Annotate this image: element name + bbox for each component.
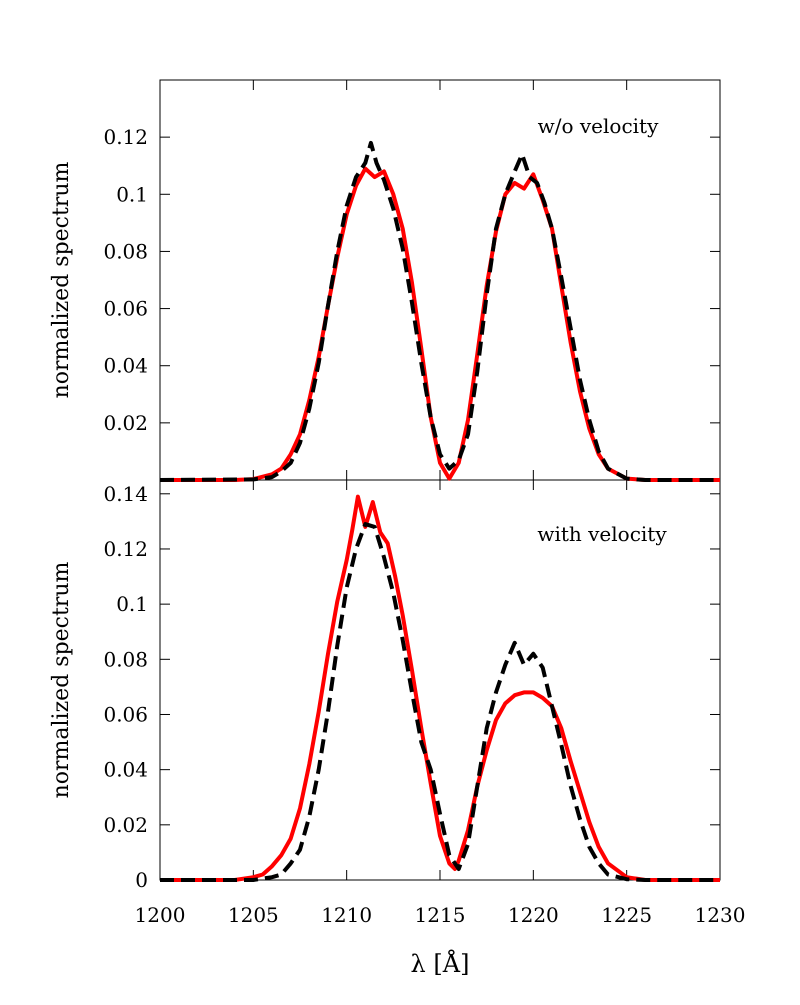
bottom-ytick-label: 0.04 — [103, 758, 148, 782]
x-axis-label: λ [Å] — [411, 949, 470, 978]
bottom-xtick-label: 1200 — [135, 903, 186, 927]
bottom-ytick-label: 0.08 — [103, 647, 148, 671]
top-ytick-label: 0.12 — [103, 125, 148, 149]
bottom-ytick-label: 0.02 — [103, 813, 148, 837]
top-plot-frame — [159, 79, 721, 481]
bottom-xtick-label: 1210 — [321, 903, 372, 927]
bottom-xtick-label: 1220 — [508, 903, 559, 927]
top-ytick-label: 0.06 — [103, 297, 148, 321]
top-ytick-label: 0.08 — [103, 239, 148, 263]
bottom-ytick-label: 0.14 — [103, 482, 148, 506]
top-ytick-label: 0.1 — [116, 182, 148, 206]
bottom-series-dashed-black-line — [160, 522, 720, 882]
top-ytick-label: 0.02 — [103, 411, 148, 435]
top-series-dashed-black-line — [159, 140, 720, 482]
top-annotation: w/o velocity — [538, 114, 659, 138]
top-ytick-label: 0.04 — [103, 354, 148, 378]
bottom-xtick-label: 1225 — [601, 903, 652, 927]
top-ylabel: normalized spectrum — [49, 161, 74, 398]
bottom-ytick-label: 0.06 — [103, 702, 148, 726]
bottom-series-solid-red-line — [160, 494, 720, 882]
bottom-xtick-label: 1230 — [695, 903, 746, 927]
bottom-annotation: with velocity — [537, 522, 667, 546]
bottom-xtick-label: 1205 — [228, 903, 279, 927]
bottom-ytick-label: 0.1 — [116, 592, 148, 616]
bottom-ytick-label: 0.12 — [103, 537, 148, 561]
bottom-ytick-label: 0 — [135, 868, 148, 892]
bottom-ylabel: normalized spectrum — [49, 561, 74, 798]
bottom-xtick-label: 1215 — [415, 903, 466, 927]
top-series-solid-red-line — [160, 166, 720, 482]
